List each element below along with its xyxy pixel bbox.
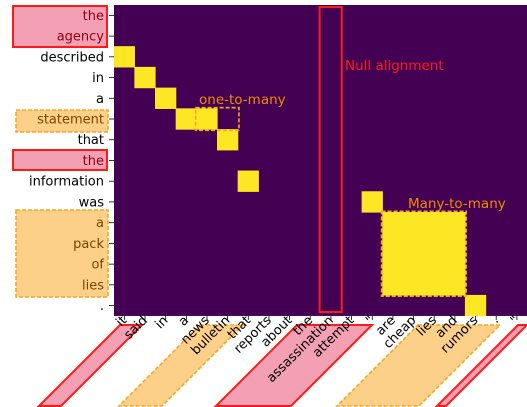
col-box-quote bbox=[434, 324, 527, 407]
row-label: agency bbox=[57, 30, 105, 45]
row-label: a bbox=[96, 92, 104, 107]
alignment-cell bbox=[423, 274, 445, 296]
many-to-many-box bbox=[380, 210, 468, 298]
alignment-cell bbox=[382, 274, 404, 296]
alignment-cell bbox=[402, 232, 425, 255]
alignment-cell bbox=[444, 212, 466, 234]
alignment-cell bbox=[444, 232, 466, 255]
alignment-cell bbox=[423, 212, 445, 234]
row-label: described bbox=[40, 50, 104, 65]
row-label: lies bbox=[82, 278, 104, 293]
alignment-cell bbox=[402, 274, 425, 296]
many-to-many-label: Many-to-many bbox=[408, 196, 506, 212]
null-alignment-label: Null alignment bbox=[345, 58, 444, 74]
col-box-cheap-lies-and-rumors bbox=[335, 324, 502, 407]
alignment-cell bbox=[444, 274, 466, 296]
alignment-cell bbox=[382, 253, 404, 275]
one-to-many-label: one-to-many bbox=[199, 92, 286, 108]
alignment-cell bbox=[134, 66, 156, 89]
col-box-about-the-assassination-attempt bbox=[213, 324, 375, 407]
alignment-annotations: Null alignment one-to-many Many-to-many bbox=[199, 58, 506, 212]
alignment-cell bbox=[155, 87, 177, 109]
alignment-cell bbox=[402, 253, 425, 275]
alignment-cell bbox=[175, 108, 197, 130]
alignment-cell bbox=[196, 108, 218, 130]
row-label: the bbox=[83, 154, 104, 169]
alignment-cell bbox=[464, 294, 487, 317]
column-label: in bbox=[152, 313, 171, 332]
row-label: statement bbox=[37, 113, 104, 128]
alignment-cell bbox=[113, 46, 135, 68]
row-label: information bbox=[29, 175, 104, 190]
alignment-cell bbox=[423, 232, 445, 255]
row-label: pack bbox=[73, 237, 104, 252]
row-label: in bbox=[92, 71, 104, 86]
row-label: a bbox=[96, 216, 104, 231]
row-token-labels: the agency described in a statement that the inf… bbox=[29, 9, 114, 314]
null-alignment-box bbox=[318, 6, 343, 313]
alignment-cell bbox=[361, 191, 383, 213]
alignment-cell bbox=[444, 253, 466, 275]
one-to-many-box bbox=[194, 106, 240, 132]
row-box-a-pack-of-lies bbox=[15, 209, 109, 298]
row-label: was bbox=[79, 195, 105, 210]
row-label: . bbox=[100, 299, 104, 314]
alignment-cell bbox=[382, 232, 404, 255]
alignment-cell bbox=[423, 253, 445, 275]
row-label: of bbox=[91, 258, 104, 273]
row-label: that bbox=[78, 133, 104, 148]
alignment-highlights bbox=[12, 5, 527, 407]
alignment-cell bbox=[237, 170, 259, 192]
alignment-cells bbox=[113, 46, 487, 317]
col-box-it bbox=[36, 324, 145, 407]
row-label: the bbox=[83, 9, 104, 24]
col-box-news-bulletin bbox=[117, 324, 245, 407]
row-box-statement bbox=[15, 109, 109, 133]
row-box-the bbox=[12, 149, 108, 171]
alignment-cell bbox=[382, 212, 404, 234]
row-box-the-agency bbox=[12, 5, 108, 48]
alignment-cell bbox=[217, 129, 239, 151]
alignment-cell bbox=[402, 212, 425, 234]
